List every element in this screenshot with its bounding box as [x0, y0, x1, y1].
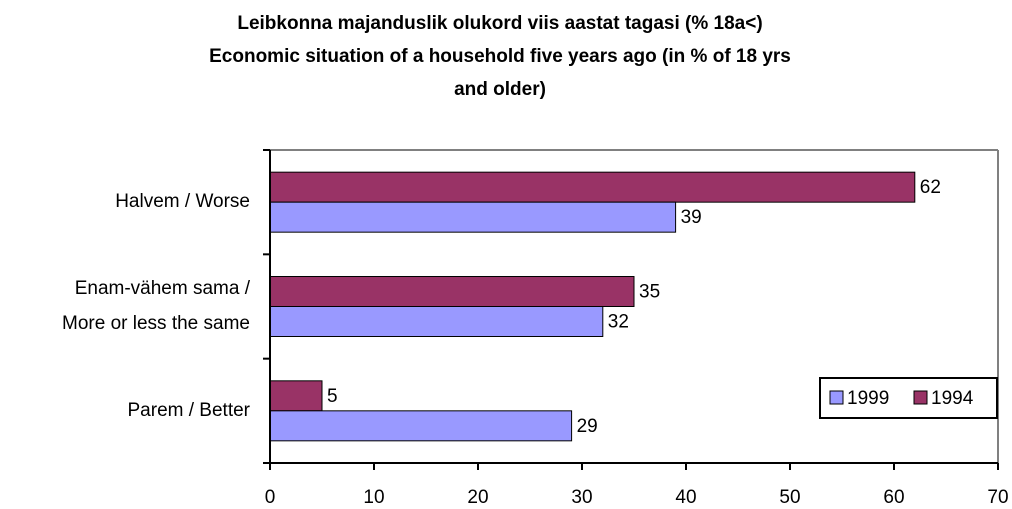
data-label: 35 [639, 282, 660, 303]
bar [269, 276, 635, 307]
chart-title: Leibkonna majanduslik olukord viis aasta… [237, 13, 762, 34]
y-tick-label: Enam-vähem sama / [75, 278, 251, 299]
legend-label: 1999 [847, 388, 889, 409]
y-tick-label: Parem / Better [128, 400, 251, 421]
x-tick-label: 70 [987, 487, 1008, 508]
bar [269, 380, 323, 412]
data-label: 32 [608, 312, 629, 333]
data-label: 62 [920, 177, 941, 198]
x-tick-label: 60 [883, 487, 904, 508]
data-label: 5 [327, 386, 338, 407]
bar [269, 306, 604, 337]
x-tick-label: 30 [571, 487, 592, 508]
chart-title: Economic situation of a household five y… [209, 46, 791, 67]
legend-swatch [829, 390, 844, 405]
x-tick-label: 50 [779, 487, 800, 508]
x-tick-label: 10 [363, 487, 384, 508]
y-tick-label: Halvem / Worse [115, 191, 250, 212]
bar [269, 201, 677, 233]
x-tick-label: 40 [675, 487, 696, 508]
legend-box [819, 377, 998, 419]
x-tick-label: 0 [265, 487, 276, 508]
data-label: 29 [577, 416, 598, 437]
data-label: 39 [681, 207, 702, 228]
bar [269, 410, 573, 442]
chart-title: and older) [454, 79, 546, 100]
bar [269, 171, 916, 203]
x-tick-label: 20 [467, 487, 488, 508]
legend-label: 1994 [931, 388, 974, 409]
legend-swatch [913, 390, 928, 405]
y-tick-label: More or less the same [62, 313, 250, 334]
